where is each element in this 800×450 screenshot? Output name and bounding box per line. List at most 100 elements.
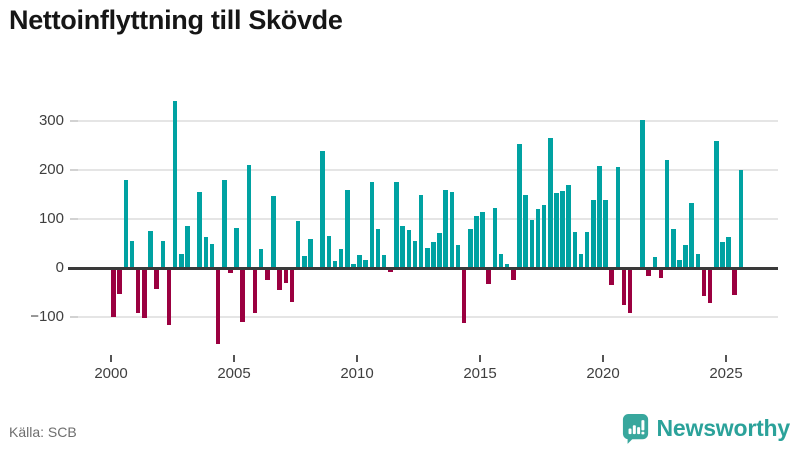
bar-2012Q3	[418, 195, 424, 268]
bar-2011Q2	[388, 268, 393, 273]
bar-2016Q3	[517, 143, 522, 268]
bar-2020Q2	[609, 268, 615, 285]
brand-lockup: Newsworthy	[622, 413, 790, 444]
source-attribution: Källa: SCB	[9, 424, 77, 440]
bar-2010Q2	[363, 260, 369, 268]
bar-2007Q1	[283, 268, 289, 284]
bar-2012Q4	[424, 248, 430, 268]
gridline-300	[78, 120, 778, 122]
bar-2016Q4	[523, 194, 528, 268]
bar-2022Q3	[664, 159, 670, 268]
bar-2020Q1	[603, 200, 608, 268]
bar-2011Q4	[400, 226, 405, 268]
bar-2004Q3	[222, 179, 227, 268]
x-tick-2020	[602, 355, 604, 362]
bar-2014Q2	[461, 268, 467, 324]
bar-2024Q2	[707, 268, 713, 303]
bar-2006Q4	[277, 268, 282, 291]
bar-2023Q1	[677, 260, 682, 268]
bar-2021Q4	[646, 268, 651, 276]
bar-2004Q1	[209, 244, 215, 268]
gridline--100	[78, 316, 778, 318]
bar-2025Q1	[726, 237, 731, 268]
bar-2024Q3	[714, 141, 719, 268]
y-tick-300	[70, 120, 78, 122]
bar-2014Q1	[455, 245, 461, 268]
bar-2018Q3	[566, 185, 571, 268]
newsworthy-logo-icon	[622, 413, 650, 444]
bar-2018Q1	[554, 193, 559, 268]
bar-2006Q1	[258, 248, 264, 268]
x-tick-2010	[356, 355, 358, 362]
bar-2020Q4	[621, 268, 627, 305]
bar-2019Q4	[597, 166, 602, 268]
bar-2007Q2	[289, 268, 295, 303]
x-tick-2005	[233, 355, 235, 362]
bar-2005Q1	[234, 227, 239, 268]
bar-2011Q3	[394, 182, 399, 268]
bar-2000Q4	[129, 241, 135, 268]
bar-2017Q2	[535, 208, 541, 268]
y-axis-label--100: −100	[30, 308, 64, 325]
bar-2019Q3	[591, 200, 596, 268]
bar-2008Q4	[326, 236, 332, 268]
bar-2023Q3	[689, 202, 694, 268]
bar-2021Q1	[627, 268, 633, 314]
bar-2025Q3	[738, 170, 744, 268]
y-axis-label-0: 0	[55, 259, 64, 276]
bar-2025Q2	[732, 268, 738, 296]
bar-2022Q1	[652, 256, 658, 268]
y-axis-label-300: 300	[38, 112, 64, 129]
x-axis-label-2010: 2010	[340, 365, 374, 382]
bar-2006Q3	[271, 195, 276, 268]
x-axis-label-2005: 2005	[217, 365, 251, 382]
x-axis-label-2015: 2015	[463, 365, 497, 382]
y-tick-100	[70, 218, 78, 220]
bar-2017Q1	[529, 219, 535, 268]
bar-2013Q3	[443, 189, 448, 268]
bar-2001Q1	[135, 268, 141, 314]
y-axis-label-200: 200	[38, 161, 64, 178]
bar-2015Q2	[486, 268, 492, 285]
bar-2003Q3	[197, 191, 202, 268]
x-tick-2015	[479, 355, 481, 362]
bar-2018Q2	[560, 190, 565, 268]
bar-2023Q4	[695, 254, 701, 268]
x-axis-label-2020: 2020	[586, 365, 620, 382]
bar-2009Q3	[345, 189, 350, 268]
bar-2000Q2	[117, 268, 123, 295]
bar-2001Q2	[142, 268, 147, 319]
bar-2000Q3	[123, 179, 129, 268]
x-tick-2025	[725, 355, 727, 362]
bar-2012Q1	[406, 229, 412, 268]
bar-2023Q2	[683, 244, 688, 268]
page-title: Nettoinflyttning till Skövde	[9, 5, 343, 35]
x-axis-label-2025: 2025	[709, 365, 743, 382]
bar-2021Q3	[640, 119, 645, 268]
bar-2008Q3	[320, 151, 325, 268]
bar-2015Q1	[480, 211, 485, 268]
bar-2013Q1	[431, 242, 436, 268]
bar-2022Q2	[658, 268, 664, 279]
bar-2004Q2	[215, 268, 221, 345]
bar-2016Q1	[504, 263, 510, 268]
bar-2011Q1	[381, 255, 387, 268]
bar-2017Q4	[547, 137, 553, 268]
bar-2019Q2	[584, 231, 590, 268]
bar-2012Q2	[412, 241, 418, 268]
bar-2010Q3	[369, 181, 375, 268]
bar-2008Q1	[308, 239, 313, 268]
bar-2013Q2	[437, 233, 442, 268]
gridline-200	[78, 169, 778, 171]
bar-2001Q3	[148, 231, 153, 268]
bar-2013Q4	[449, 191, 455, 268]
bar-2005Q2	[240, 268, 246, 323]
bar-2003Q1	[185, 225, 190, 268]
bar-2002Q1	[160, 241, 166, 268]
y-tick-200	[70, 169, 78, 171]
bar-2006Q2	[265, 268, 270, 280]
bar-2007Q4	[301, 255, 307, 268]
bar-2003Q4	[203, 237, 209, 268]
